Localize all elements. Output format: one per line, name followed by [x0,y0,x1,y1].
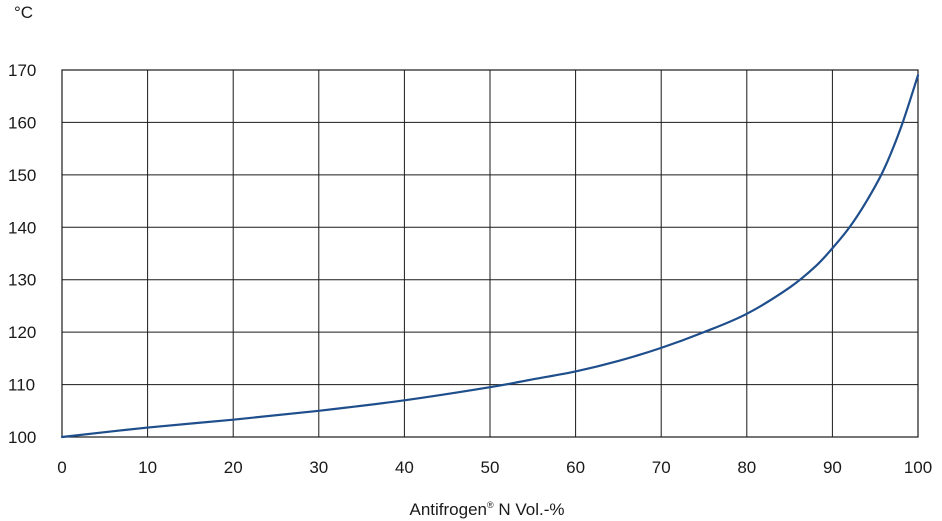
y-tick-label: 130 [8,271,36,290]
x-axis-title-rest: N Vol.-% [494,500,565,519]
x-tick-label: 10 [138,458,157,477]
x-tick-label: 80 [737,458,756,477]
x-tick-label: 70 [652,458,671,477]
y-tick-label: 120 [8,323,36,342]
y-axis-unit-label: °C [14,3,33,22]
x-axis-title-superscript: ® [487,500,494,510]
y-axis-tick-labels: 100 110 120 130 140 150 160 170 [8,61,36,447]
x-tick-label: 50 [481,458,500,477]
y-tick-label: 160 [8,113,36,132]
x-tick-label: 0 [57,458,66,477]
x-axis-title: Antifrogen® N Vol.-% [410,500,565,519]
x-axis-tick-labels: 0 10 20 30 40 50 60 70 80 90 100 [57,458,932,477]
y-tick-label: 110 [8,376,35,395]
x-axis-title-main: Antifrogen [410,500,488,519]
series-line [60,74,920,439]
grid [62,70,918,437]
y-tick-label: 170 [8,61,36,80]
x-tick-label: 100 [904,458,932,477]
x-tick-label: 90 [823,458,842,477]
x-tick-label: 30 [309,458,328,477]
y-tick-label: 100 [8,428,36,447]
y-tick-label: 140 [8,218,36,237]
x-tick-label: 40 [395,458,414,477]
plot-frame [61,69,919,438]
x-tick-label: 20 [224,458,243,477]
y-tick-label: 150 [8,166,36,185]
x-tick-label: 60 [566,458,585,477]
